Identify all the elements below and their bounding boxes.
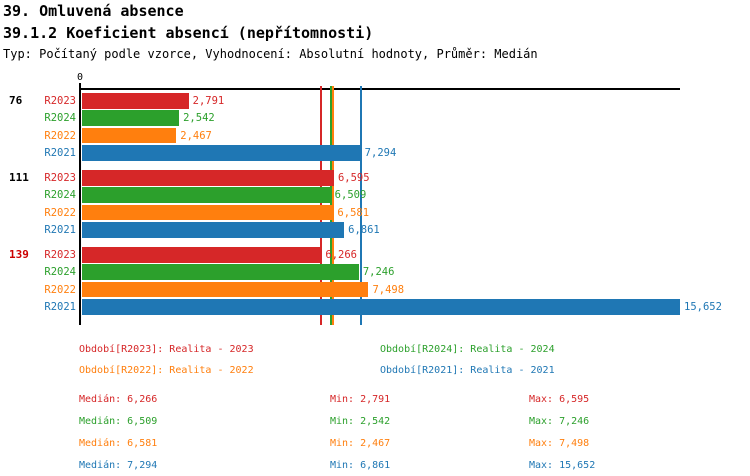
bar-value-label: 7,294 (364, 147, 397, 160)
legend-item-R2022: Období[R2022]: Realita - 2022 (79, 365, 254, 376)
report-title: 39. Omluvená absence (3, 2, 184, 20)
bar-value-label: 6,581 (337, 206, 370, 219)
bar-series-label: R2024 (44, 112, 76, 125)
stat-median-R2022: Medián: 6,581 (79, 438, 158, 449)
bar-R2021 (82, 145, 361, 161)
stat-median-R2021: Medián: 7,294 (79, 460, 158, 471)
bar-value-label: 2,542 (183, 112, 215, 125)
bar-R2023 (82, 247, 322, 263)
bar-value-label: 15,652 (684, 301, 722, 314)
group-label: 139 (9, 248, 29, 261)
bar-series-label: R2023 (44, 249, 76, 261)
bar-series-label: R2021 (44, 301, 76, 314)
bar-value-label: 6,595 (337, 172, 370, 184)
stat-min-R2024: Min: 2,542 (330, 416, 391, 427)
stat-min-R2022: Min: 2,467 (330, 438, 391, 449)
stat-max-R2023: Max: 6,595 (529, 394, 590, 405)
bar-R2021 (82, 299, 680, 315)
y-axis-line (79, 83, 81, 325)
bar-R2023 (82, 93, 189, 109)
bar-series-label: R2023 (44, 172, 76, 184)
stat-max-R2021: Max: 15,652 (529, 460, 596, 471)
bar-series-label: R2022 (44, 206, 76, 219)
group-label: 76 (9, 94, 23, 107)
bar-value-label: 6,861 (348, 224, 380, 237)
bar-R2021 (82, 222, 345, 238)
bar-value-label: 2,467 (180, 129, 212, 142)
stat-median-R2023: Medián: 6,266 (79, 394, 158, 405)
stat-min-R2021: Min: 6,861 (330, 460, 391, 471)
bar-R2024 (82, 264, 359, 280)
bar-series-label: R2021 (44, 224, 76, 237)
group-label: 111 (9, 171, 29, 184)
bar-R2024 (82, 187, 331, 203)
legend-item-R2023: Období[R2023]: Realita - 2023 (79, 344, 254, 355)
bar-R2023 (82, 170, 334, 186)
bar-value-label: 6,266 (325, 249, 357, 261)
bar-R2022 (82, 204, 334, 221)
x-axis-zero-tick-label: 0 (76, 72, 84, 83)
bar-value-label: 7,246 (362, 266, 395, 279)
bar-value-label: 6,509 (334, 189, 367, 202)
chart-subtitle: 39.1.2 Koeficient absencí (nepřítomnosti… (3, 24, 374, 42)
bar-R2022 (82, 127, 177, 144)
stat-min-R2023: Min: 2,791 (330, 394, 391, 405)
chart-meta-line: Typ: Počítaný podle vzorce, Vyhodnocení:… (3, 47, 538, 61)
stat-median-R2024: Medián: 6,509 (79, 416, 158, 427)
bar-series-label: R2024 (44, 266, 76, 279)
bar-series-label: R2021 (44, 147, 76, 160)
stat-max-R2022: Max: 7,498 (529, 438, 590, 449)
legend-item-R2021: Období[R2021]: Realita - 2021 (380, 365, 555, 376)
bar-series-label: R2022 (44, 129, 76, 142)
median-line-R2022 (332, 86, 335, 325)
bar-value-label: 2,791 (192, 95, 225, 107)
median-line-R2021 (359, 86, 362, 325)
stat-max-R2024: Max: 7,246 (529, 416, 590, 427)
legend-item-R2024: Období[R2024]: Realita - 2024 (380, 344, 555, 355)
bar-value-label: 7,498 (372, 283, 405, 296)
bar-R2024 (82, 110, 180, 126)
x-axis-line (79, 88, 680, 90)
bar-series-label: R2022 (44, 283, 76, 296)
bar-series-label: R2023 (44, 95, 76, 107)
bar-series-label: R2024 (44, 189, 76, 202)
bar-R2022 (82, 281, 369, 298)
